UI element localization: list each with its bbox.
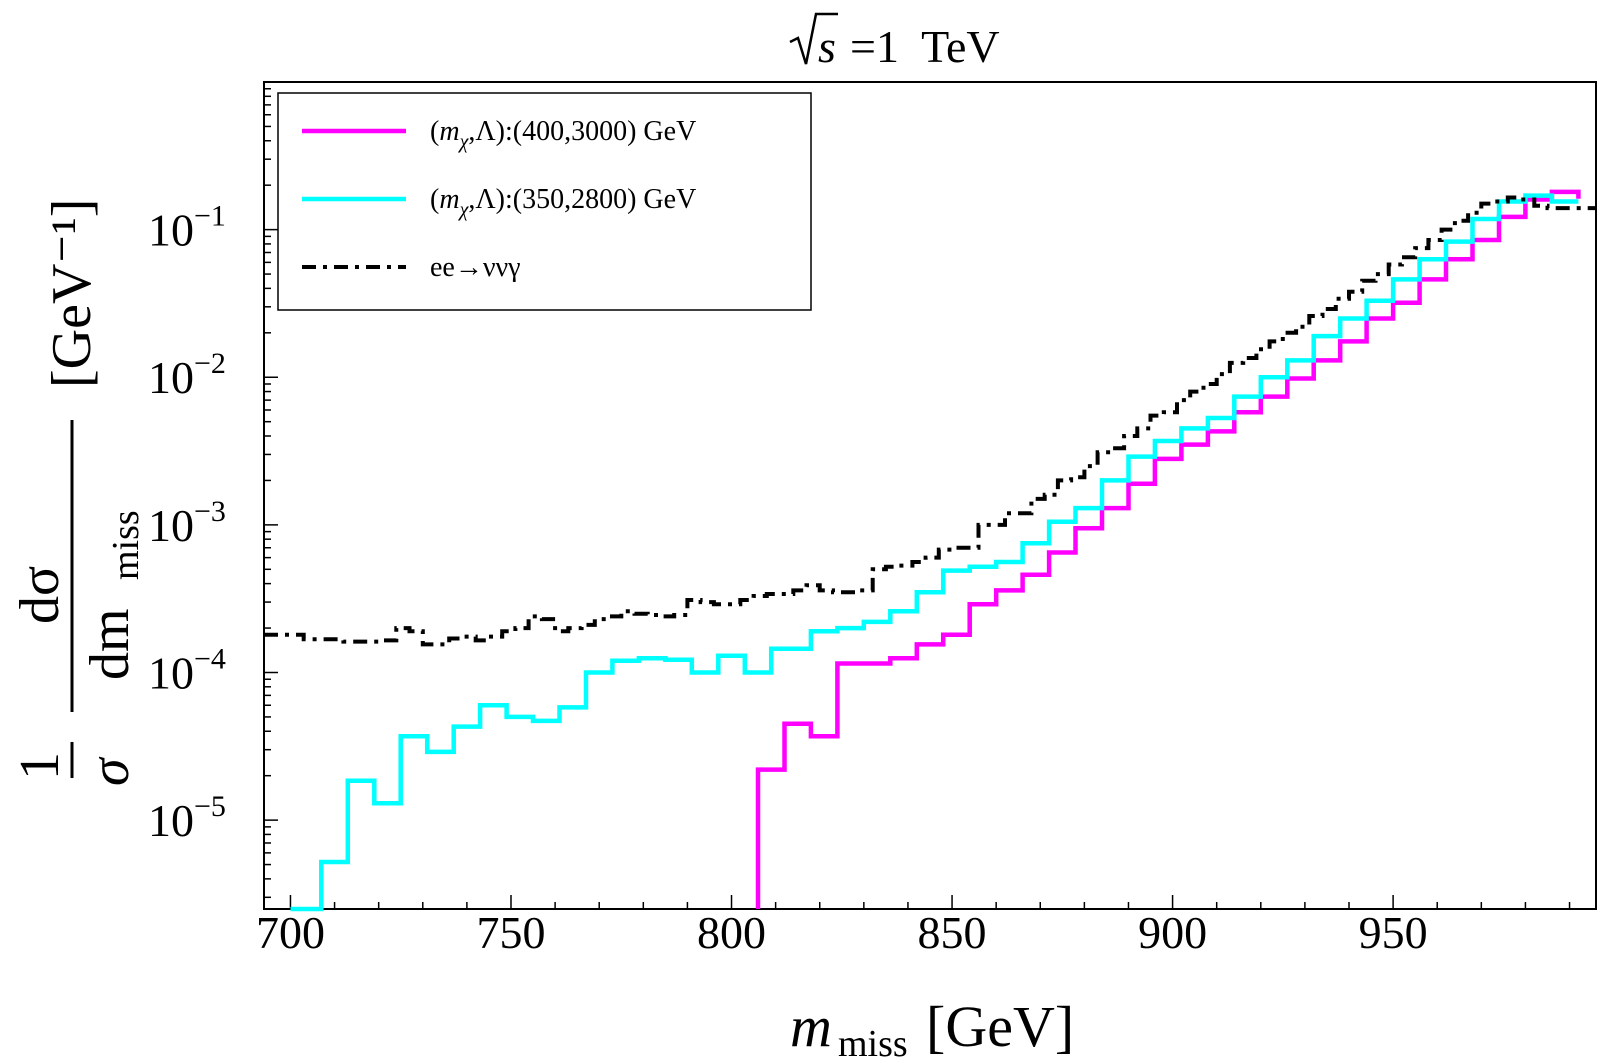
y-axis-title-denominator-sub: miss	[105, 510, 147, 580]
series-line-background	[264, 195, 1596, 647]
x-axis-title-symbol: m	[790, 994, 832, 1059]
x-axis-title-unit: [GeV]	[926, 994, 1074, 1059]
title-root-label: s	[818, 21, 836, 72]
sqrt-symbol	[789, 12, 838, 65]
y-tick-label-exponent: −2	[194, 347, 226, 380]
legend-label-0-m: m	[439, 116, 459, 147]
legend-label-1-chi: χ	[458, 199, 470, 221]
y-tick-label-base: 10	[148, 352, 194, 403]
y-axis-title-unit: [GeV⁻¹]	[41, 199, 103, 388]
x-axis-title: m miss [GeV]	[790, 994, 1074, 1060]
x-axis-title-subscript: miss	[838, 1023, 908, 1060]
legend-entry-350-2800: (mχ,Λ):(350,2800) GeV	[302, 184, 696, 221]
y-tick-label-exponent: −5	[194, 790, 226, 823]
series-group	[264, 189, 1596, 912]
legend-label-background: ee→ννγ	[430, 252, 521, 283]
chart-title: s =1 TeV	[789, 12, 1000, 72]
y-tick-label: 10−2	[148, 347, 226, 403]
y-axis-ticks: 10−510−410−310−210−1	[148, 81, 278, 899]
y-tick-label-base: 10	[148, 500, 194, 551]
legend-label-0-rest: ,Λ):(400,3000) GeV	[468, 116, 696, 147]
legend-entry-400-3000: (mχ,Λ):(400,3000) GeV	[302, 116, 696, 153]
legend: (mχ,Λ):(400,3000) GeV (mχ,Λ):(350,2800) …	[277, 92, 812, 311]
legend-entry-background: ee→ννγ	[302, 252, 521, 283]
x-tick-label: 950	[1359, 907, 1428, 958]
y-tick-label-base: 10	[148, 795, 194, 846]
x-tick-label: 700	[256, 907, 325, 958]
x-tick-label: 750	[476, 907, 545, 958]
x-tick-label: 800	[697, 907, 766, 958]
series-line-350-2800	[290, 193, 1579, 912]
legend-label-0-chi: χ	[458, 131, 470, 153]
legend-label-1-rest: ,Λ):(350,2800) GeV	[468, 184, 696, 215]
y-tick-label: 10−4	[148, 642, 226, 698]
series-line-400-3000	[755, 189, 1581, 909]
y-tick-label-exponent: −4	[194, 642, 226, 675]
y-tick-label-base: 10	[148, 205, 194, 256]
legend-label-1-m: m	[439, 184, 459, 215]
y-tick-label-exponent: −3	[194, 495, 226, 528]
x-tick-label: 900	[1138, 907, 1207, 958]
y-axis-title-denominator: dm	[79, 608, 141, 680]
legend-label-1-open: (	[430, 184, 439, 215]
plot-frame	[263, 81, 1597, 910]
title-text: =1 TeV	[850, 21, 1000, 72]
y-axis-title-one: 1	[9, 752, 71, 780]
legend-label-350-2800: (mχ,Λ):(350,2800) GeV	[430, 184, 696, 221]
y-tick-label-base: 10	[148, 647, 194, 698]
y-axis-title-numerator: dσ	[9, 566, 71, 624]
x-axis-ticks: 700 750 800 850 900 950	[256, 895, 1571, 958]
y-axis-title-sigma: σ	[79, 756, 141, 786]
y-tick-label: 10−5	[148, 790, 226, 846]
y-tick-label-exponent: −1	[194, 200, 226, 233]
y-tick-label: 10−1	[148, 200, 226, 256]
legend-label-0-open: (	[430, 116, 439, 147]
legend-label-400-3000: (mχ,Λ):(400,3000) GeV	[430, 116, 696, 153]
y-axis-title: 1 σ dσ dm miss [GeV⁻¹]	[9, 199, 147, 786]
y-tick-label: 10−3	[148, 495, 226, 551]
x-tick-label: 850	[918, 907, 987, 958]
